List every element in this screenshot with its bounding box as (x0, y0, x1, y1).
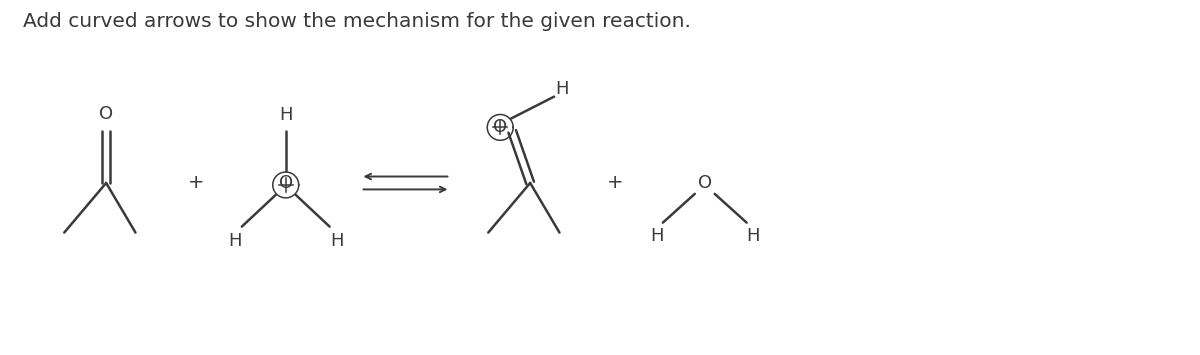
Text: O: O (278, 174, 293, 192)
Text: O: O (493, 119, 508, 136)
Text: H: H (556, 80, 569, 98)
Text: Add curved arrows to show the mechanism for the given reaction.: Add curved arrows to show the mechanism … (23, 12, 691, 31)
Text: O: O (697, 174, 712, 192)
Text: H: H (650, 226, 664, 245)
Text: H: H (228, 231, 241, 250)
Text: H: H (746, 226, 760, 245)
Text: +: + (607, 174, 623, 192)
Text: H: H (330, 231, 343, 250)
Text: H: H (278, 106, 293, 125)
Text: O: O (100, 105, 113, 124)
Text: +: + (187, 174, 204, 192)
